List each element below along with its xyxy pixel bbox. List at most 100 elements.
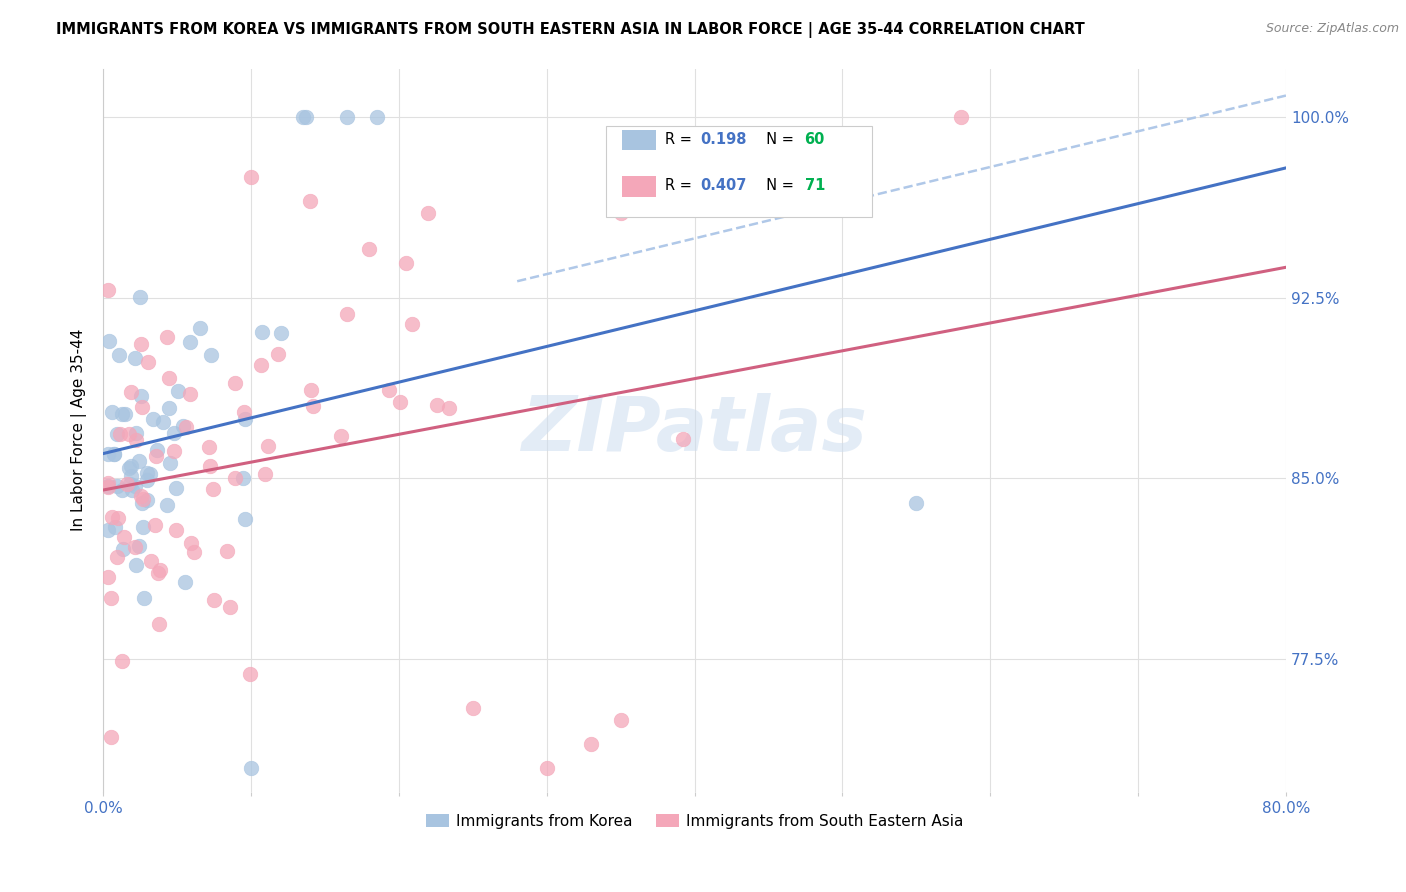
Point <box>302 399 325 413</box>
Point <box>120 469 142 483</box>
Point <box>125 433 148 447</box>
Point <box>134 591 156 605</box>
Point <box>201 482 224 496</box>
Point <box>233 412 256 426</box>
Point <box>217 543 239 558</box>
Point <box>336 307 359 321</box>
Point <box>121 483 143 497</box>
Point <box>120 458 142 473</box>
Point <box>240 169 263 184</box>
FancyBboxPatch shape <box>623 177 655 196</box>
Point <box>131 400 153 414</box>
Point <box>949 110 972 124</box>
Point <box>117 426 139 441</box>
Point <box>115 476 138 491</box>
Point <box>124 425 146 440</box>
Point <box>132 492 155 507</box>
Point <box>105 549 128 564</box>
Point <box>183 545 205 559</box>
Point <box>378 383 401 397</box>
Point <box>905 495 928 509</box>
Text: 60: 60 <box>804 132 825 147</box>
Point <box>200 458 222 473</box>
Point <box>128 539 150 553</box>
Point <box>197 440 219 454</box>
Point <box>146 442 169 457</box>
Point <box>257 439 280 453</box>
Point <box>101 510 124 524</box>
Point <box>107 511 129 525</box>
Point <box>336 110 359 124</box>
Point <box>159 456 181 470</box>
Point <box>204 593 226 607</box>
Point <box>330 428 353 442</box>
Point <box>125 558 148 573</box>
Point <box>124 351 146 365</box>
Point <box>165 523 187 537</box>
Point <box>267 347 290 361</box>
Point <box>100 405 122 419</box>
Point <box>165 481 187 495</box>
Point <box>294 110 316 124</box>
FancyBboxPatch shape <box>606 127 872 217</box>
Text: 0.407: 0.407 <box>700 178 747 194</box>
Point <box>97 475 120 490</box>
Text: N =: N = <box>758 178 799 194</box>
Point <box>299 194 322 209</box>
Point <box>100 731 122 745</box>
Point <box>609 206 631 220</box>
Point <box>163 444 186 458</box>
Point <box>301 383 323 397</box>
Point <box>129 389 152 403</box>
Point <box>103 447 125 461</box>
Point <box>167 384 190 399</box>
Point <box>103 447 125 461</box>
Point <box>129 337 152 351</box>
Point <box>437 401 460 415</box>
Point <box>136 467 159 481</box>
Point <box>156 330 179 344</box>
Point <box>97 283 120 297</box>
Point <box>149 563 172 577</box>
Point <box>111 483 134 497</box>
Point <box>111 408 134 422</box>
Point <box>426 398 449 412</box>
Point <box>124 540 146 554</box>
Point <box>136 493 159 508</box>
Point <box>136 355 159 369</box>
Point <box>163 426 186 441</box>
Point <box>142 411 165 425</box>
Text: ZIPatlas: ZIPatlas <box>522 393 868 467</box>
Point <box>107 479 129 493</box>
Point <box>152 415 174 429</box>
Point <box>579 737 602 751</box>
Point <box>139 554 162 568</box>
Point <box>291 110 314 124</box>
Point <box>180 536 202 550</box>
Point <box>461 700 484 714</box>
Point <box>174 420 197 434</box>
Point <box>112 542 135 557</box>
Point <box>389 394 412 409</box>
Point <box>112 531 135 545</box>
Point <box>104 520 127 534</box>
Point <box>401 317 423 331</box>
Point <box>97 570 120 584</box>
Point <box>188 320 211 334</box>
Point <box>366 110 388 124</box>
Point <box>97 447 120 461</box>
Point <box>395 255 418 269</box>
Point <box>232 471 254 485</box>
Text: 71: 71 <box>804 178 825 194</box>
Point <box>110 427 132 442</box>
Text: Source: ZipAtlas.com: Source: ZipAtlas.com <box>1265 22 1399 36</box>
Point <box>172 419 194 434</box>
Point <box>224 471 246 485</box>
Point <box>250 325 273 339</box>
Point <box>270 326 292 341</box>
Point <box>218 600 240 615</box>
Point <box>157 371 180 385</box>
Point <box>131 489 153 503</box>
Point <box>253 467 276 482</box>
Point <box>124 479 146 493</box>
